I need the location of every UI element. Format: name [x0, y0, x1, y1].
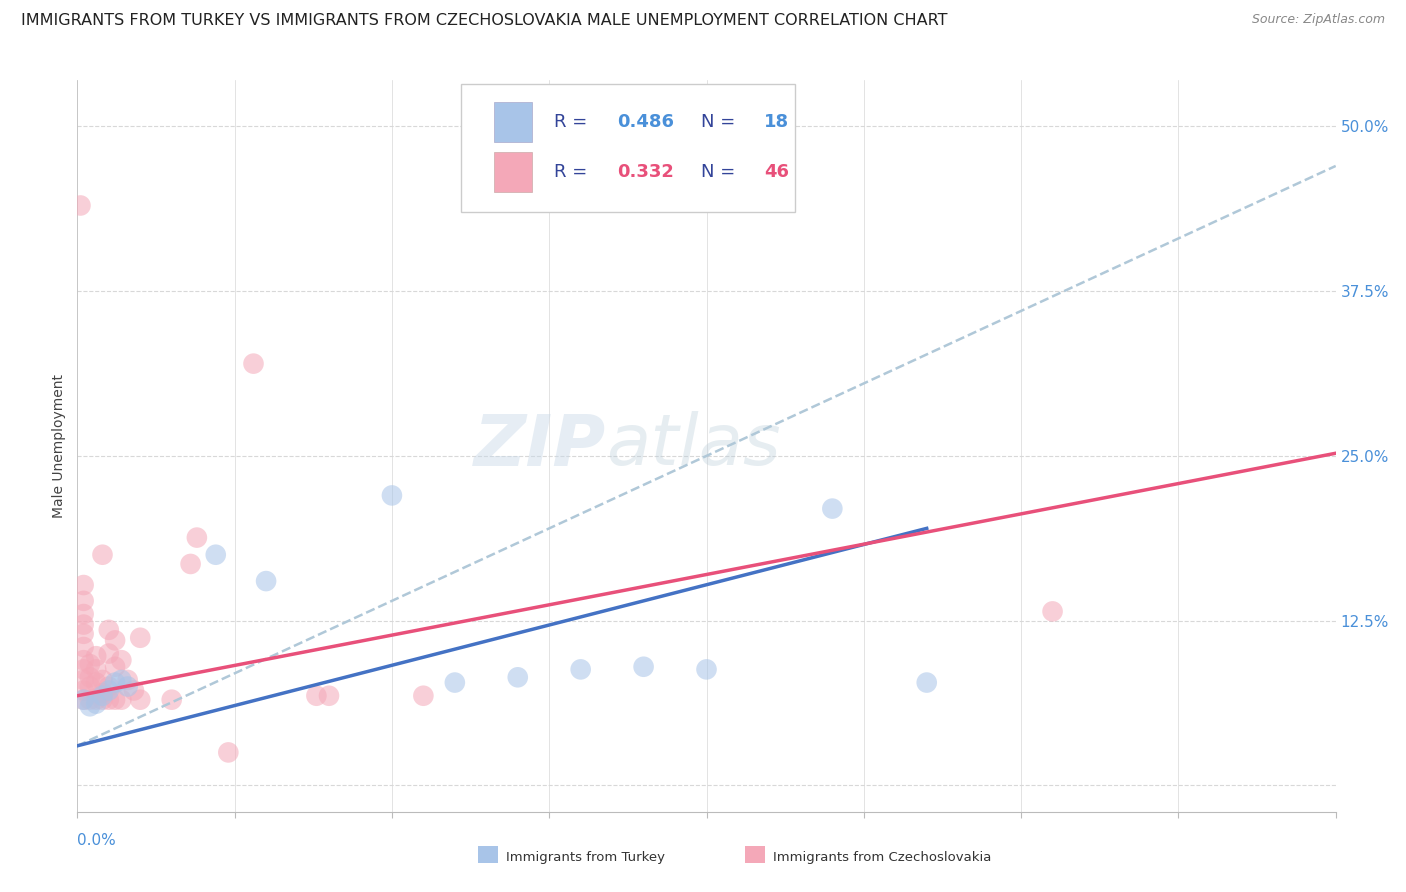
Text: Source: ZipAtlas.com: Source: ZipAtlas.com: [1251, 13, 1385, 27]
Point: [305, 689, 328, 703]
Point: [97, 692, 120, 706]
Point: [1042, 604, 1064, 618]
Point: [72, 653, 94, 667]
Point: [110, 673, 132, 687]
Point: [254, 574, 277, 588]
Text: N =: N =: [702, 113, 741, 131]
Point: [79, 680, 101, 694]
Point: [84, 692, 107, 706]
Point: [84, 662, 107, 676]
FancyBboxPatch shape: [494, 102, 531, 142]
Point: [696, 662, 718, 676]
Text: atlas: atlas: [606, 411, 780, 481]
Point: [217, 746, 239, 760]
Point: [122, 683, 145, 698]
Text: 0.486: 0.486: [617, 113, 673, 131]
Point: [72, 662, 94, 676]
Point: [821, 501, 844, 516]
Point: [104, 633, 127, 648]
Text: 46: 46: [765, 162, 789, 181]
Text: ZIP: ZIP: [474, 411, 606, 481]
Point: [117, 680, 139, 694]
Text: 18: 18: [765, 113, 790, 131]
Point: [915, 675, 938, 690]
Point: [72, 692, 94, 706]
Point: [79, 657, 101, 672]
Point: [72, 578, 94, 592]
Text: IMMIGRANTS FROM TURKEY VS IMMIGRANTS FROM CZECHOSLOVAKIA MALE UNEMPLOYMENT CORRE: IMMIGRANTS FROM TURKEY VS IMMIGRANTS FRO…: [21, 13, 948, 29]
Point: [69, 198, 91, 212]
Point: [97, 680, 120, 694]
Point: [242, 357, 264, 371]
Point: [84, 649, 107, 664]
Point: [79, 692, 101, 706]
Point: [72, 617, 94, 632]
Point: [186, 531, 208, 545]
Point: [91, 686, 114, 700]
Point: [444, 675, 467, 690]
Point: [91, 548, 114, 562]
Point: [91, 692, 114, 706]
Point: [180, 557, 202, 571]
Point: [412, 689, 434, 703]
Point: [72, 607, 94, 621]
Point: [110, 692, 132, 706]
Text: 0.332: 0.332: [617, 162, 673, 181]
Text: R =: R =: [554, 113, 593, 131]
Point: [569, 662, 592, 676]
Point: [110, 653, 132, 667]
Point: [91, 673, 114, 687]
Point: [79, 699, 101, 714]
Point: [72, 673, 94, 687]
Point: [633, 659, 655, 673]
Point: [506, 670, 529, 684]
Point: [91, 689, 114, 703]
Point: [79, 670, 101, 684]
Point: [104, 692, 127, 706]
Text: Immigrants from Czechoslovakia: Immigrants from Czechoslovakia: [773, 851, 991, 863]
Point: [129, 692, 152, 706]
Point: [84, 697, 107, 711]
Y-axis label: Male Unemployment: Male Unemployment: [52, 374, 66, 518]
Point: [318, 689, 340, 703]
Point: [97, 647, 120, 661]
Point: [160, 692, 183, 706]
Text: Immigrants from Turkey: Immigrants from Turkey: [506, 851, 665, 863]
Point: [204, 548, 226, 562]
Point: [117, 673, 139, 687]
FancyBboxPatch shape: [494, 152, 531, 192]
Point: [129, 631, 152, 645]
Point: [104, 659, 127, 673]
Text: R =: R =: [554, 162, 593, 181]
Point: [84, 675, 107, 690]
Text: 0.0%: 0.0%: [77, 833, 117, 848]
Point: [97, 683, 120, 698]
Text: N =: N =: [702, 162, 741, 181]
Point: [104, 675, 127, 690]
Point: [72, 683, 94, 698]
FancyBboxPatch shape: [461, 84, 794, 212]
Point: [97, 623, 120, 637]
Point: [381, 488, 404, 502]
Point: [72, 627, 94, 641]
Point: [72, 640, 94, 654]
Point: [72, 594, 94, 608]
Point: [72, 692, 94, 706]
